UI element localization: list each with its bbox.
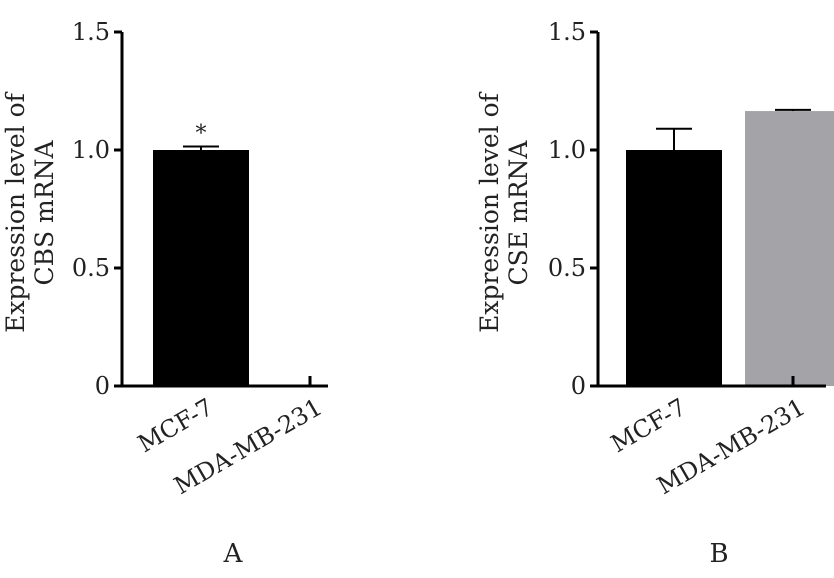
y-tick-label-a: 0 (95, 372, 110, 400)
y-tick-label-a: 1.5 (72, 18, 110, 46)
y-axis-title-a: CBS mRNA (30, 140, 59, 286)
x-tick-label-a: MCF-7 (133, 393, 218, 458)
x-tick-label-b: MCF-7 (606, 393, 691, 458)
y-tick-label-b: 1.0 (548, 136, 586, 164)
bar-b-mcf-7 (626, 150, 722, 386)
y-axis-title-b: CSE mRNA (504, 140, 533, 286)
y-tick-label-a: 0.5 (72, 254, 110, 282)
y-tick-label-b: 0.5 (548, 254, 586, 282)
significance-marker: * (196, 121, 207, 146)
panel-label-a: A (223, 539, 244, 569)
bar-b-mda-mb-231 (745, 111, 834, 386)
y-axis-title-a: Expression level of (1, 91, 30, 333)
panel-label-b: B (709, 539, 728, 569)
y-tick-label-a: 1.0 (72, 136, 110, 164)
y-tick-label-b: 1.5 (548, 18, 586, 46)
bar-a-mcf-7 (153, 150, 249, 386)
y-tick-label-b: 0 (571, 372, 586, 400)
y-axis-title-b: Expression level of (475, 91, 504, 333)
